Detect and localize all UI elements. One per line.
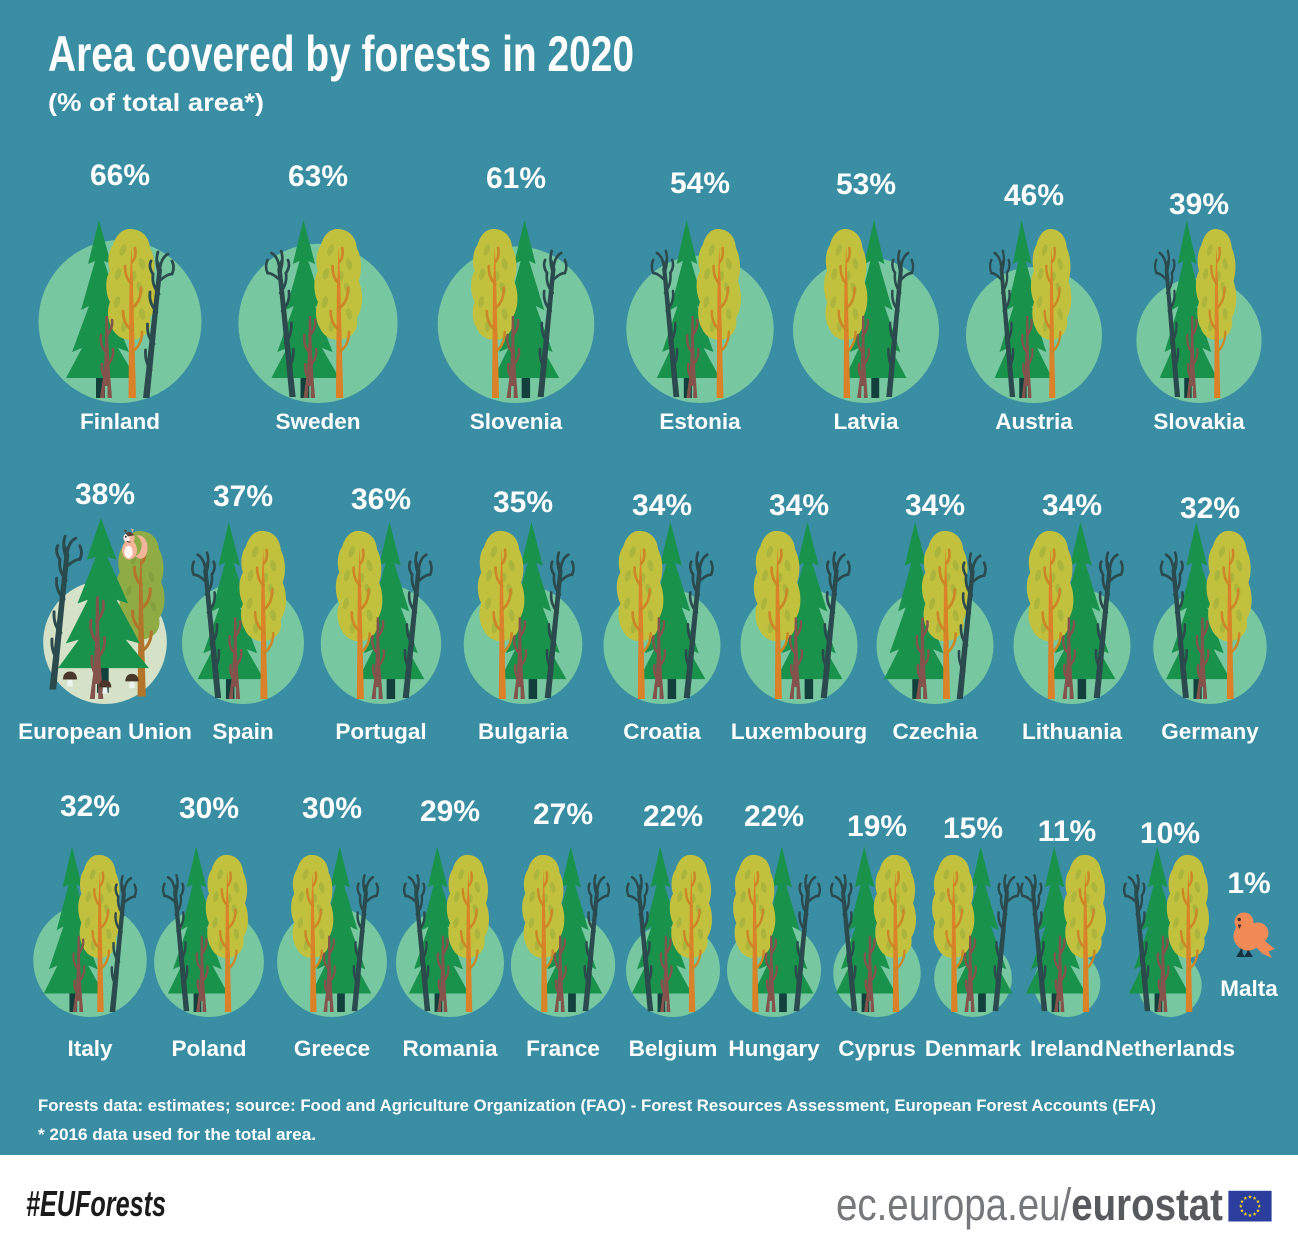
svg-text:Estonia: Estonia [659,409,741,434]
svg-text:22%: 22% [744,800,804,833]
svg-text:Slovenia: Slovenia [470,409,563,434]
svg-text:Latvia: Latvia [833,409,899,434]
svg-text:39%: 39% [1169,188,1229,221]
svg-text:Italy: Italy [67,1036,113,1061]
svg-text:Hungary: Hungary [728,1036,820,1061]
svg-text:36%: 36% [351,483,411,516]
svg-text:Sweden: Sweden [275,409,360,434]
svg-text:Cyprus: Cyprus [838,1036,916,1061]
svg-text:Austria: Austria [995,409,1073,434]
svg-text:(% of total area*): (% of total area*) [48,89,264,117]
svg-text:54%: 54% [670,167,730,200]
svg-text:63%: 63% [288,160,348,193]
svg-text:Area covered by forests in 202: Area covered by forests in 2020 [48,26,634,82]
svg-text:19%: 19% [847,810,907,843]
svg-text:46%: 46% [1004,179,1064,212]
svg-text:Denmark: Denmark [925,1036,1022,1061]
svg-text:38%: 38% [75,478,135,511]
svg-text:#EUForests: #EUForests [26,1183,166,1224]
svg-text:34%: 34% [769,489,829,522]
svg-text:11%: 11% [1038,815,1096,848]
svg-text:Germany: Germany [1161,719,1259,744]
svg-text:29%: 29% [420,795,480,828]
svg-text:Greece: Greece [294,1036,370,1061]
svg-text:10%: 10% [1140,817,1200,850]
svg-text:Belgium: Belgium [629,1036,718,1061]
svg-text:35%: 35% [493,486,553,519]
svg-text:Spain: Spain [212,719,273,744]
svg-text:1%: 1% [1227,867,1270,900]
svg-text:Poland: Poland [171,1036,246,1061]
svg-text:22%: 22% [643,800,703,833]
svg-text:34%: 34% [905,489,965,522]
svg-text:Portugal: Portugal [335,719,426,744]
svg-text:France: France [526,1036,600,1061]
svg-text:53%: 53% [836,168,896,201]
svg-text:30%: 30% [302,792,362,825]
svg-text:Malta: Malta [1220,976,1278,1001]
svg-text:30%: 30% [179,792,239,825]
svg-text:Croatia: Croatia [623,719,701,744]
svg-text:Lithuania: Lithuania [1022,719,1122,744]
svg-text:Ireland: Ireland [1030,1036,1104,1061]
svg-text:27%: 27% [533,798,593,831]
svg-text:Czechia: Czechia [892,719,978,744]
svg-text:European Union: European Union [18,719,192,744]
svg-text:ec.europa.eu/eurostat: ec.europa.eu/eurostat [836,1179,1223,1230]
svg-text:Romania: Romania [402,1036,498,1061]
svg-text:32%: 32% [60,790,120,823]
svg-text:* 2016 data used for the total: * 2016 data used for the total area. [38,1126,316,1144]
svg-text:34%: 34% [632,489,692,522]
svg-text:66%: 66% [90,159,150,192]
svg-text:Bulgaria: Bulgaria [478,719,569,744]
svg-text:37%: 37% [213,480,273,513]
svg-text:Netherlands: Netherlands [1105,1036,1235,1061]
svg-text:Slovakia: Slovakia [1153,409,1245,434]
svg-text:32%: 32% [1180,492,1240,525]
svg-text:Forests data: estimates; sourc: Forests data: estimates; source: Food an… [38,1097,1156,1115]
svg-text:Luxembourg: Luxembourg [731,719,867,744]
svg-text:61%: 61% [486,162,546,195]
svg-text:15%: 15% [943,812,1003,845]
svg-text:Finland: Finland [80,409,160,434]
svg-text:34%: 34% [1042,489,1102,522]
